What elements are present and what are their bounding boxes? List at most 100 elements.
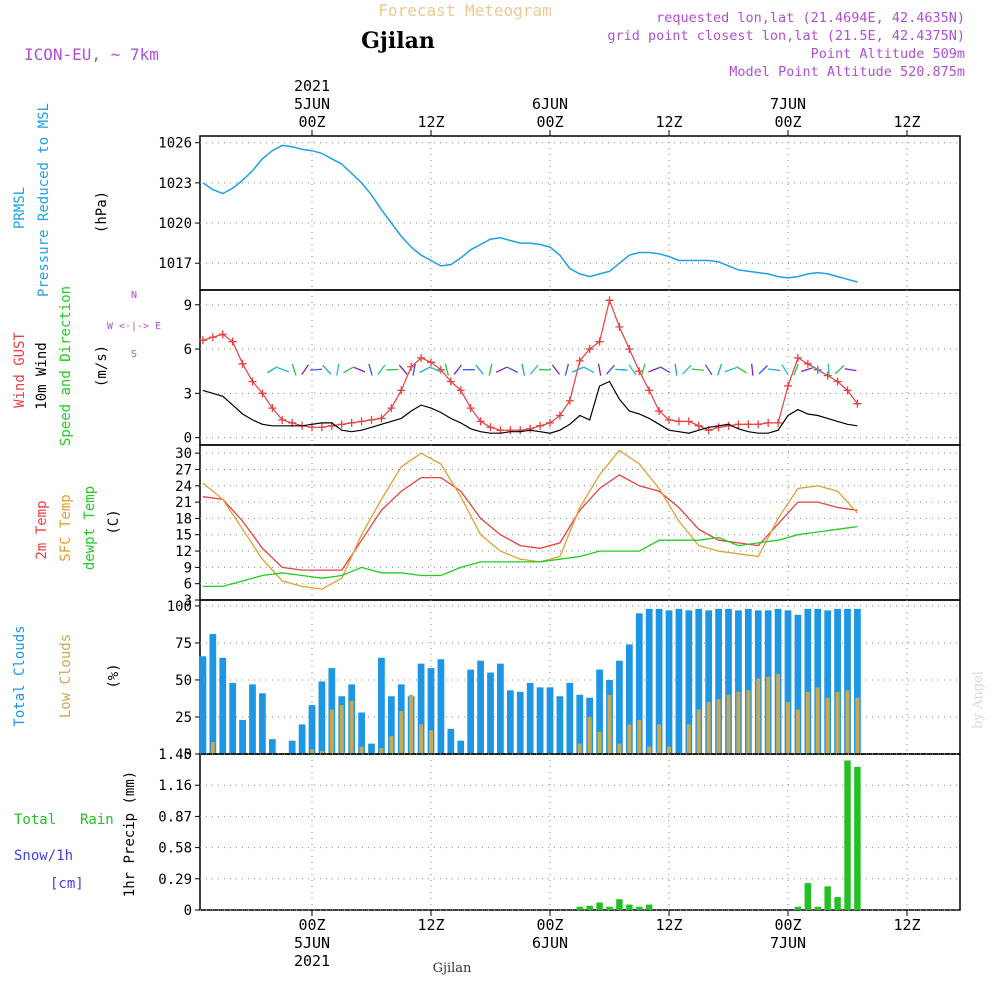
total-cloud-bar	[695, 608, 703, 754]
credit-watermark: by Angel	[971, 671, 986, 729]
gust-point	[615, 322, 624, 331]
gust-point	[555, 411, 564, 420]
wind-direction-arrow	[266, 366, 278, 374]
gust-point	[605, 296, 614, 305]
wind-direction-arrow	[793, 363, 799, 376]
gust-point	[774, 418, 783, 427]
gust-point	[407, 362, 416, 371]
time-tick-label: 7JUN	[770, 95, 806, 113]
total-cloud-bar	[427, 668, 435, 754]
wind-direction-arrow	[781, 364, 789, 376]
gust-point	[387, 404, 396, 413]
wind-direction-arrow	[301, 364, 309, 376]
gust-point	[744, 420, 753, 429]
total-cloud-bar	[308, 705, 316, 754]
total-cloud-bar	[625, 644, 633, 754]
total-cloud-bar	[249, 684, 256, 754]
gust-point	[645, 386, 654, 395]
gust-line	[202, 298, 858, 431]
gust-point	[268, 404, 277, 413]
low-cloud-bar	[379, 748, 384, 754]
wind-direction-arrow	[704, 364, 713, 376]
wind-direction-arrow	[812, 365, 824, 374]
gust-point	[337, 420, 346, 429]
time-tick-label: 00Z	[774, 916, 801, 934]
temp-ytick-label: 6	[184, 577, 192, 593]
total-cloud-bar	[526, 682, 534, 754]
cloud-unit: (%)	[106, 663, 122, 688]
footer-location: Gjilan	[433, 961, 472, 976]
wind-direction-arrow	[343, 366, 355, 374]
snow-label: Snow/1h	[14, 848, 73, 864]
low-cloud-bar	[696, 709, 701, 754]
total-cloud-bar	[675, 608, 683, 754]
time-tick-label: 00Z	[536, 916, 563, 934]
precip-ytick-label: 0.29	[158, 872, 192, 888]
total-cloud-bar	[417, 663, 425, 754]
gust-point	[427, 358, 435, 367]
time-tick-label: 5JUN	[294, 95, 330, 113]
wind-frame	[199, 289, 961, 446]
compass-n: N	[131, 290, 137, 301]
temp-ytick-label: 18	[175, 511, 192, 527]
gust-point	[754, 420, 763, 429]
total-label: Total	[14, 812, 56, 828]
wind-direction-arrow	[277, 366, 290, 373]
total-cloud-bar	[229, 682, 237, 754]
wind-direction-arrow	[495, 366, 508, 373]
pressure-ytick-label: 1023	[158, 176, 192, 192]
gust-point	[456, 386, 465, 395]
wind-direction-arrow	[419, 366, 431, 374]
precip-ytick-label: 0.87	[158, 809, 192, 825]
low-cloud-bar	[845, 690, 850, 754]
low-cloud-bar	[647, 746, 652, 754]
total-cloud-bar	[239, 719, 246, 754]
location-title: Gjilan	[361, 28, 435, 54]
wind-direction-arrow	[768, 368, 781, 372]
wind-direction-arrow	[453, 364, 462, 375]
precip-ytick-label: 0	[184, 903, 192, 919]
time-tick-label: 2021	[294, 952, 330, 970]
t2m-label: 2m Temp	[34, 500, 50, 559]
gust-point	[536, 421, 545, 430]
wind-direction-arrow	[412, 363, 416, 376]
low-cloud-bar	[587, 716, 592, 754]
gust-point	[397, 386, 406, 395]
wind-labels: Wind GUST 10m Wind Speed and Direction (…	[12, 286, 161, 446]
prmsl-label: PRMSL	[12, 187, 28, 229]
gust-point	[833, 377, 842, 386]
gust-point	[595, 337, 604, 346]
gust-point	[417, 353, 426, 362]
gust-point	[228, 337, 237, 346]
time-tick-label: 6JUN	[532, 95, 568, 113]
chart-title: Forecast Meteogram	[378, 1, 551, 20]
wind-direction-arrow	[800, 367, 813, 373]
gust-point	[823, 371, 832, 380]
total-cloud-bar	[447, 728, 455, 754]
low-cloud-bar	[310, 749, 314, 754]
total-cloud-bar	[685, 610, 693, 754]
time-tick-label: 12Z	[655, 113, 682, 131]
pressure-msl-label: Pressure Reduced to MSL	[36, 103, 52, 297]
gust-point	[585, 345, 594, 354]
time-tick-label: 7JUN	[770, 934, 806, 952]
wind-direction-arrow	[309, 368, 322, 371]
low-cloud-bar	[825, 697, 830, 754]
precip-bar	[804, 883, 812, 910]
total-cloud-bar	[506, 690, 514, 754]
speed-direction-label: Speed and Direction	[58, 286, 74, 446]
total-cloud-bar	[457, 740, 465, 754]
precip-ytick-label: 1.45	[158, 747, 192, 763]
precip-unit: 1hr Precip (mm)	[122, 771, 138, 897]
total-cloud-bar	[566, 682, 574, 754]
total-cloud-bar	[844, 608, 851, 754]
wind-direction-arrow	[606, 364, 615, 375]
gust-point	[218, 330, 227, 339]
wind-direction-arrow	[564, 363, 570, 376]
low-cloud-bar	[409, 694, 414, 754]
gust-label: Wind GUST	[12, 332, 28, 408]
total-cloud-bar	[655, 608, 663, 754]
gust-point	[367, 415, 376, 424]
total-cloud-bar	[556, 696, 564, 754]
